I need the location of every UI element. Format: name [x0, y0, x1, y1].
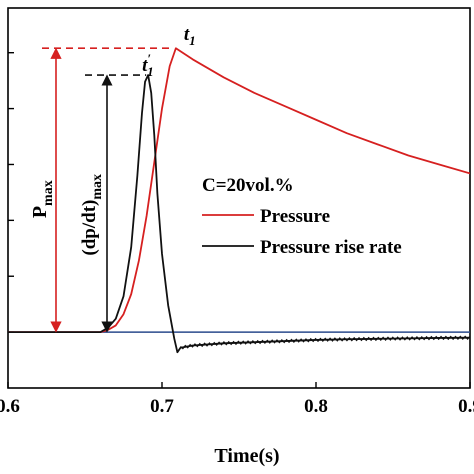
series-pressure-rise-rate-tail: [180, 335, 470, 350]
legend: C=20vol.% Pressure Pressure rise rate: [202, 175, 402, 258]
t1-prime-mark: ′: [147, 51, 151, 66]
x-axis: 0.6 0.7 0.8 0.9: [0, 382, 474, 417]
t1-prime-label: t′ 1: [142, 51, 153, 79]
pmax-label-sub: max: [41, 180, 56, 206]
annotation-group: Pmax (dp/dt)max t1 t′ 1: [29, 24, 196, 333]
x-tick-label: 0.9: [458, 396, 474, 417]
legend-entry-pressure-rise-rate: Pressure rise rate: [260, 237, 402, 258]
dpdt-label-sub: max: [90, 174, 105, 200]
t1-label-sub: 1: [189, 33, 196, 48]
series-pressure-line: [8, 47, 470, 334]
x-axis-label: Time(s): [214, 445, 279, 467]
plot-frame: [7, 7, 471, 389]
t1-label: t1: [184, 24, 196, 48]
dpdt-label: (dp/dt)max: [79, 174, 105, 256]
series-pressure-rise-rate-line: [8, 74, 470, 354]
pmax-label-main: P: [29, 206, 51, 218]
x-tick-label: 0.6: [0, 396, 20, 417]
legend-entry-pressure: Pressure: [260, 206, 330, 227]
pmax-label: Pmax: [29, 180, 56, 218]
t1-prime-label-sub: 1: [147, 64, 154, 79]
legend-title: C=20vol.%: [202, 175, 294, 196]
x-tick-label: 0.8: [304, 396, 328, 417]
plot-border: [7, 7, 471, 389]
t1-label-main: t: [184, 24, 190, 45]
t1-prime-label-main: t: [142, 55, 148, 76]
series-group: [8, 47, 470, 354]
x-tick-label: 0.7: [150, 396, 174, 417]
dpdt-label-main: (dp/dt): [79, 200, 100, 256]
